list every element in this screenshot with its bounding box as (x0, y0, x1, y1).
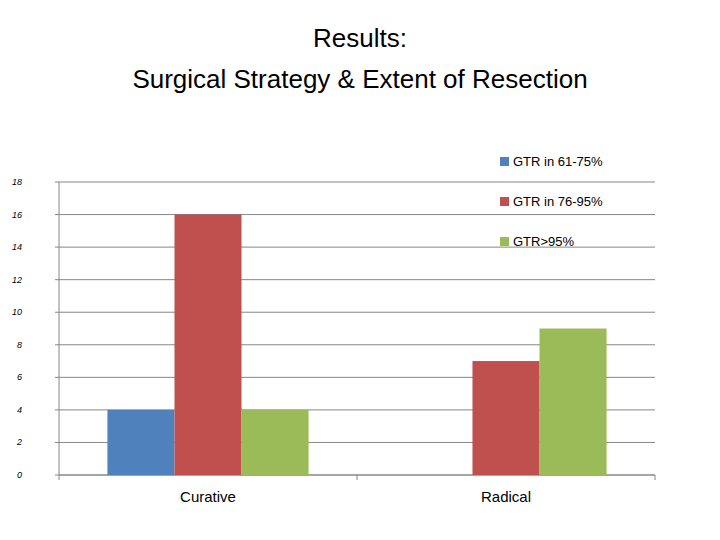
y-axis: 0 2 4 6 8 10 12 14 16 18 (12, 177, 655, 480)
y-tick-label: 4 (17, 405, 22, 415)
legend: GTR in 61-75% GTR in 76-95% GTR>95% (500, 154, 603, 249)
y-tick (55, 475, 59, 476)
y-tick-label: 14 (12, 242, 22, 252)
bar (540, 329, 607, 476)
bar (242, 410, 309, 475)
y-axis-line (59, 182, 60, 475)
y-tick (55, 344, 59, 345)
y-tick (55, 442, 59, 443)
bar (405, 475, 472, 476)
y-tick-label: 6 (17, 372, 22, 382)
y-tick (55, 247, 59, 248)
chart-svg: Results: Surgical Strategy & Extent of Re… (0, 0, 720, 540)
grid-line (59, 279, 655, 280)
legend-swatch (500, 197, 509, 206)
y-tick-label: 10 (12, 307, 22, 317)
y-tick-label: 0 (17, 470, 22, 480)
y-tick-label: 18 (12, 177, 22, 187)
legend-swatch (500, 237, 509, 246)
y-tick (55, 377, 59, 378)
legend-label: GTR>95% (513, 234, 574, 249)
grid-line (59, 214, 655, 215)
x-tick (59, 475, 60, 480)
title-line: Surgical Strategy & Extent of Resection (132, 64, 587, 94)
x-tick-label: Curative (180, 488, 236, 505)
x-tick-label: Radical (481, 488, 531, 505)
y-tick-label: 8 (17, 340, 22, 350)
y-tick (55, 312, 59, 313)
y-tick (55, 409, 59, 410)
y-tick (55, 279, 59, 280)
bars (107, 215, 606, 475)
y-tick-label: 2 (16, 437, 22, 447)
y-tick-label: 16 (12, 210, 22, 220)
grid-line (59, 312, 655, 313)
y-tick (55, 182, 59, 183)
bar (174, 215, 241, 475)
legend-swatch (500, 157, 509, 166)
legend-label: GTR in 76-95% (513, 194, 603, 209)
grid-line (59, 182, 655, 183)
bar (107, 410, 174, 475)
chart-container: Results: Surgical Strategy & Extent of Re… (0, 0, 720, 540)
x-tick (357, 475, 358, 480)
x-tick (655, 475, 656, 480)
bar (472, 361, 539, 475)
chart-title: Results: Surgical Strategy & Extent of Re… (132, 23, 587, 94)
y-tick-label: 12 (12, 275, 22, 285)
legend-label: GTR in 61-75% (513, 154, 603, 169)
y-tick (55, 214, 59, 215)
title-line: Results: (313, 23, 407, 53)
